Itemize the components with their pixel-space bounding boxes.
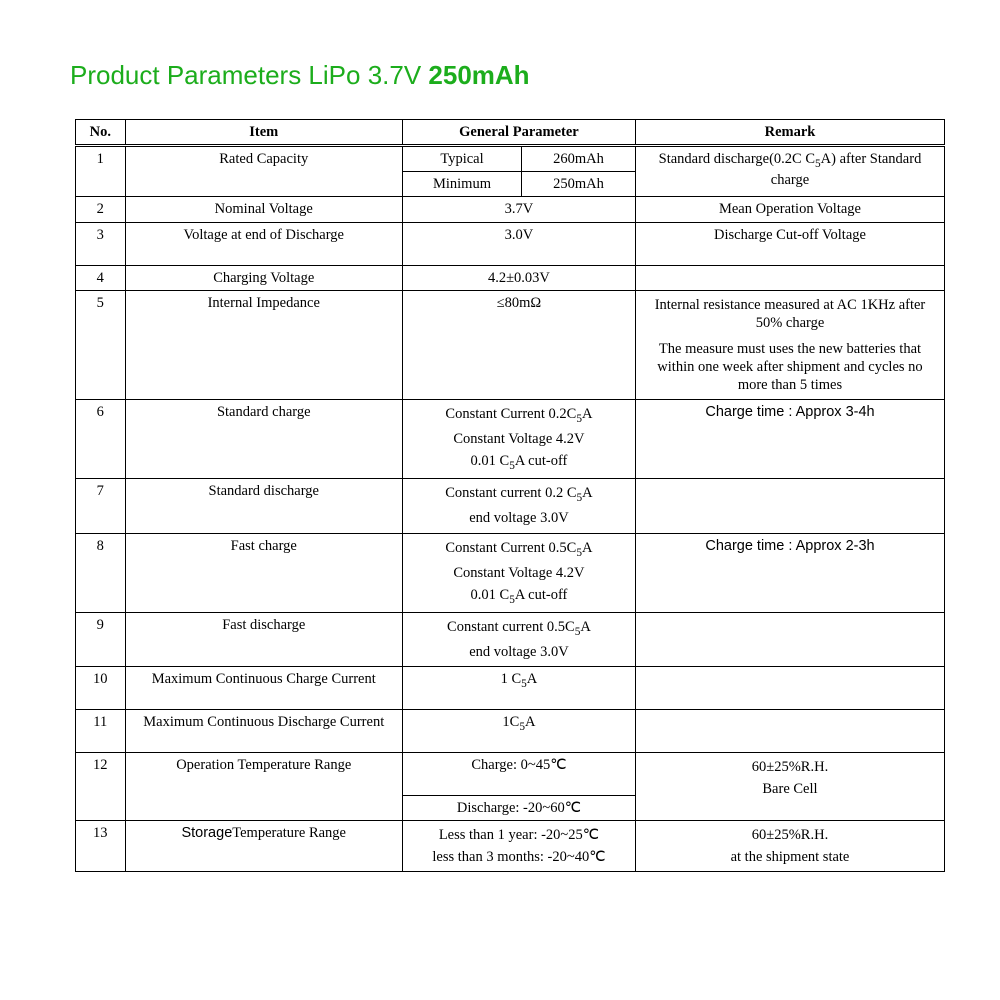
cell-gp: 1 C5A [402,666,635,709]
cell-item: Fast discharge [125,612,402,666]
table-row: 6 Standard charge Constant Current 0.2C5… [76,400,945,479]
table-row: 2 Nominal Voltage 3.7V Mean Operation Vo… [76,197,945,222]
col-remark: Remark [635,120,944,146]
cell-no: 2 [76,197,126,222]
cell-item: Maximum Continuous Charge Current [125,666,402,709]
cell-remark: 60±25%R.H. at the shipment state [635,821,944,872]
cell-no: 13 [76,821,126,872]
table-row: 1 Rated Capacity Typical 260mAh Standard… [76,146,945,172]
table-row: 12 Operation Temperature Range Charge: 0… [76,752,945,795]
cell-item: Maximum Continuous Discharge Current [125,709,402,752]
cell-remark: Charge time : Approx 3-4h [635,400,944,479]
cell-gp: 1C5A [402,709,635,752]
cell-gp: Less than 1 year: -20~25℃ less than 3 mo… [402,821,635,872]
cell-remark: 60±25%R.H. Bare Cell [635,752,944,820]
table-header-row: No. Item General Parameter Remark [76,120,945,146]
cell-no: 7 [76,479,126,533]
cell-gp: 4.2±0.03V [402,265,635,290]
cell-remark: Internal resistance measured at AC 1KHz … [635,290,944,400]
table-row: 11 Maximum Continuous Discharge Current … [76,709,945,752]
cell-gp: 260mAh [522,146,636,172]
cell-gp: 3.7V [402,197,635,222]
cell-gp: Constant Current 0.2C5A Constant Voltage… [402,400,635,479]
table-row: 4 Charging Voltage 4.2±0.03V [76,265,945,290]
table-row: 8 Fast charge Constant Current 0.5C5A Co… [76,533,945,612]
cell-remark: Mean Operation Voltage [635,197,944,222]
cell-remark [635,612,944,666]
cell-no: 6 [76,400,126,479]
cell-remark [635,479,944,533]
cell-item: Rated Capacity [125,146,402,197]
cell-gp: Discharge: -20~60℃ [402,795,635,820]
cell-gp: Constant current 0.5C5A end voltage 3.0V [402,612,635,666]
cell-remark: Standard discharge(0.2C C5A) after Stand… [635,146,944,197]
cell-no: 5 [76,290,126,400]
cell-remark [635,666,944,709]
cell-no: 10 [76,666,126,709]
cell-no: 11 [76,709,126,752]
cell-gp: Minimum [402,172,521,197]
cell-item: Fast charge [125,533,402,612]
cell-no: 4 [76,265,126,290]
page-title: Product Parameters LiPo 3.7V 250mAh [70,60,950,91]
cell-gp: Constant current 0.2 C5A end voltage 3.0… [402,479,635,533]
cell-item: Internal Impedance [125,290,402,400]
cell-gp: 250mAh [522,172,636,197]
table-row: 7 Standard discharge Constant current 0.… [76,479,945,533]
cell-gp: Constant Current 0.5C5A Constant Voltage… [402,533,635,612]
parameters-table: No. Item General Parameter Remark 1 Rate… [75,119,945,872]
cell-item: Voltage at end of Discharge [125,222,402,265]
table-row: 10 Maximum Continuous Charge Current 1 C… [76,666,945,709]
table-row: 13 StorageTemperature Range Less than 1 … [76,821,945,872]
cell-gp: Typical [402,146,521,172]
cell-no: 3 [76,222,126,265]
table-row: 3 Voltage at end of Discharge 3.0V Disch… [76,222,945,265]
cell-no: 12 [76,752,126,820]
cell-item: Operation Temperature Range [125,752,402,820]
table-row: 5 Internal Impedance ≤80mΩ Internal resi… [76,290,945,400]
cell-item: StorageTemperature Range [125,821,402,872]
title-prefix: Product Parameters LiPo 3.7V [70,60,428,90]
cell-item: Standard discharge [125,479,402,533]
cell-no: 8 [76,533,126,612]
cell-item: Standard charge [125,400,402,479]
col-no: No. [76,120,126,146]
title-bold: 250mAh [428,60,529,90]
cell-gp: Charge: 0~45℃ [402,752,635,795]
cell-remark [635,265,944,290]
cell-remark: Charge time : Approx 2-3h [635,533,944,612]
col-item: Item [125,120,402,146]
cell-gp: ≤80mΩ [402,290,635,400]
cell-remark [635,709,944,752]
cell-remark: Discharge Cut-off Voltage [635,222,944,265]
cell-no: 9 [76,612,126,666]
cell-no: 1 [76,146,126,197]
cell-item: Charging Voltage [125,265,402,290]
col-gp: General Parameter [402,120,635,146]
cell-gp: 3.0V [402,222,635,265]
cell-item: Nominal Voltage [125,197,402,222]
table-row: 9 Fast discharge Constant current 0.5C5A… [76,612,945,666]
